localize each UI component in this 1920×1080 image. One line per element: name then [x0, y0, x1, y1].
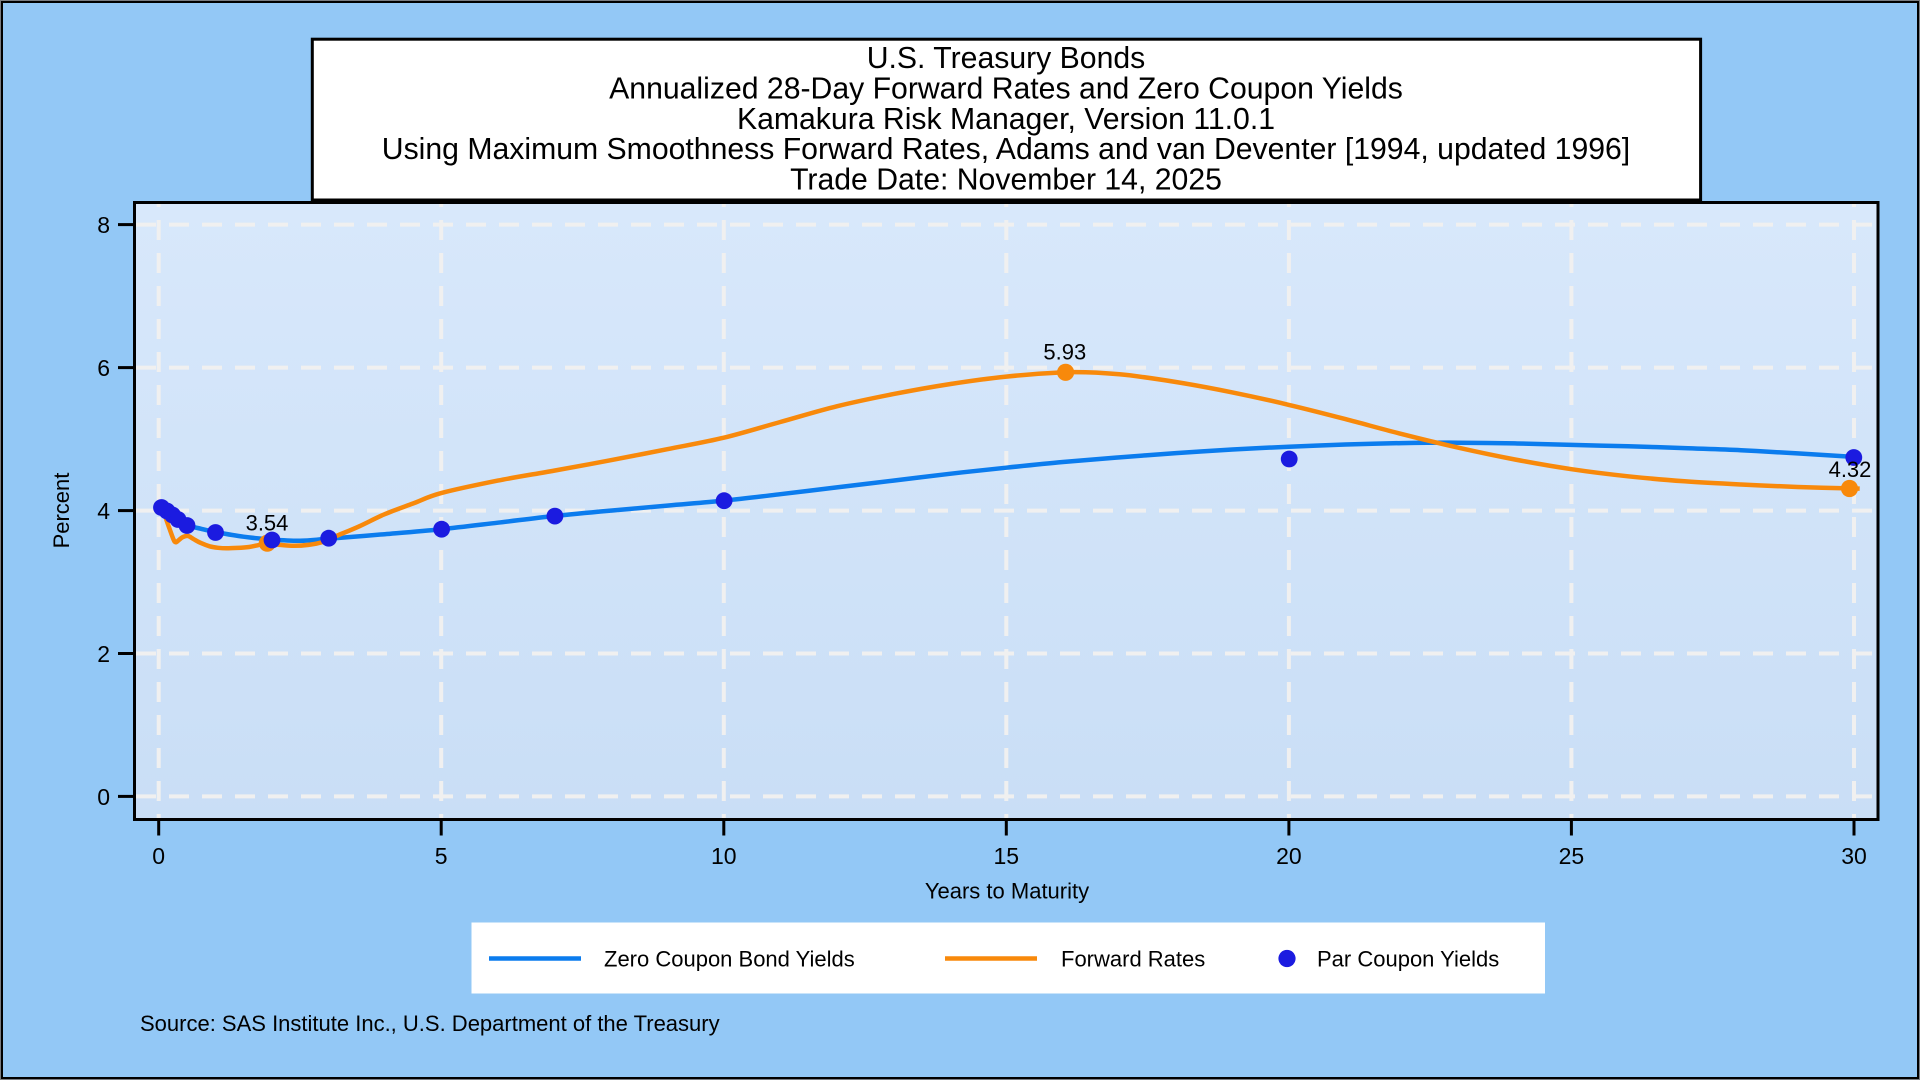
svg-text:Zero Coupon Bond Yields: Zero Coupon Bond Yields — [604, 947, 855, 972]
svg-text:0: 0 — [97, 784, 110, 810]
svg-text:8: 8 — [97, 212, 110, 238]
svg-text:4: 4 — [97, 498, 110, 524]
svg-text:Trade Date: November 14, 2025: Trade Date: November 14, 2025 — [790, 164, 1222, 197]
svg-text:Using Maximum Smoothness Forwa: Using Maximum Smoothness Forward Rates, … — [382, 133, 1630, 166]
svg-text:Forward Rates: Forward Rates — [1061, 947, 1205, 972]
svg-text:4.32: 4.32 — [1829, 457, 1872, 482]
svg-text:Percent: Percent — [49, 473, 74, 549]
svg-text:Kamakura Risk Manager, Version: Kamakura Risk Manager, Version 11.0.1 — [737, 103, 1275, 136]
svg-text:Annualized 28-Day Forward Rate: Annualized 28-Day Forward Rates and Zero… — [609, 72, 1403, 105]
svg-text:3.54: 3.54 — [246, 511, 289, 536]
svg-text:Years to Maturity: Years to Maturity — [925, 879, 1089, 904]
svg-text:0: 0 — [152, 843, 165, 869]
svg-text:20: 20 — [1276, 843, 1302, 869]
svg-text:25: 25 — [1559, 843, 1585, 869]
svg-text:2: 2 — [97, 641, 110, 667]
svg-text:5: 5 — [435, 843, 448, 869]
svg-text:6: 6 — [97, 355, 110, 381]
svg-text:U.S. Treasury Bonds: U.S. Treasury Bonds — [867, 42, 1146, 75]
svg-text:Source: SAS Institute Inc., U.: Source: SAS Institute Inc., U.S. Departm… — [140, 1011, 720, 1036]
svg-text:5.93: 5.93 — [1043, 340, 1086, 365]
svg-text:Par Coupon Yields: Par Coupon Yields — [1317, 947, 1499, 972]
svg-text:15: 15 — [994, 843, 1020, 869]
svg-text:30: 30 — [1841, 843, 1867, 869]
svg-text:10: 10 — [711, 843, 737, 869]
